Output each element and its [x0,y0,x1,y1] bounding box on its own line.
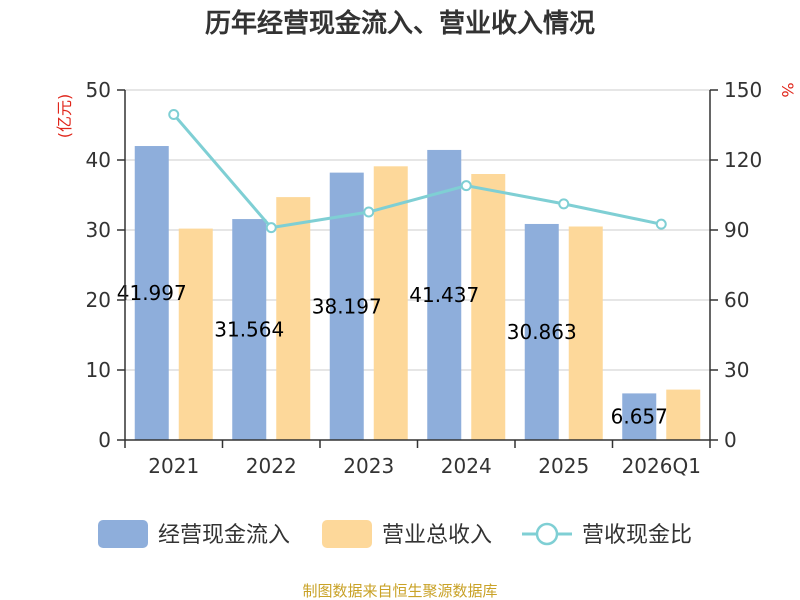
bar-营业总收入-2024 [471,174,506,440]
bar-经营现金流入-2025 [524,223,559,440]
left-tick-label: 50 [86,78,111,102]
left-tick-label: 10 [86,358,111,382]
right-tick-label: 150 [724,78,762,102]
right-tick-label: 30 [724,358,749,382]
x-tick-label: 2023 [343,454,394,478]
right-tick-label: 90 [724,218,749,242]
data-label: 38.197 [312,294,382,318]
point-2025 [558,198,570,210]
data-label: 41.437 [409,283,479,307]
legend-swatch-营业总收入 [322,520,372,548]
bar-营业总收入-2026Q1 [666,389,701,440]
chart-title: 历年经营现金流入、营业收入情况 [205,8,595,39]
point-2024 [460,180,472,192]
bar-营业总收入-2022 [276,197,311,440]
bar-经营现金流入-2022 [232,219,267,440]
data-label: 41.997 [117,281,187,305]
legend-label: 营业总收入 [382,523,492,548]
right-tick-label: 60 [724,288,749,312]
bar-经营现金流入-2024 [427,149,462,441]
left-axis-unit: (亿元) [55,94,74,139]
point-2021 [168,109,180,120]
bars [134,146,701,441]
left-tick-label: 0 [98,428,111,452]
point-2023 [363,206,375,218]
data-label: 30.863 [507,320,577,344]
left-tick-label: 40 [86,148,111,172]
axes: 0 10 20 30 40 50 0 30 60 90 120 150 2021 2022 2023 2024… [86,78,763,478]
line-营收现金比 [172,113,662,230]
right-axis-unit: % [778,82,797,97]
x-tick-label: 2025 [538,454,589,478]
left-tick-label: 20 [86,288,111,312]
bar-经营现金流入-2021 [134,146,169,440]
data-labels: 41.997 31.564 38.197 41.437 30.863 6.657 [117,281,668,429]
bar-营业总收入-2021 [178,228,213,440]
legend-label: 经营现金流入 [158,523,290,548]
line-series [168,109,667,234]
x-tick-label: 2021 [148,454,199,478]
legend-swatch-经营现金流入 [98,520,148,548]
bar-营业总收入-2025 [568,226,603,440]
legend: 经营现金流入 营业总收入 营收现金比 [98,520,692,548]
grid [125,89,710,371]
x-tick-label: 2022 [246,454,297,478]
left-tick-label: 30 [86,218,111,242]
x-tick-label: 2024 [441,454,492,478]
right-tick-label: 0 [724,428,737,452]
right-tick-label: 120 [724,148,762,172]
bar-经营现金流入-2026Q1 [622,393,657,440]
x-tick-label: 2026Q1 [622,454,701,478]
data-label: 31.564 [214,318,284,342]
point-2026Q1 [655,218,667,230]
source-note: 制图数据来自恒生聚源数据库 [302,582,497,600]
legend-label: 营收现金比 [582,523,692,548]
data-label: 6.657 [611,405,668,429]
legend-marker-营收现金比 [535,522,559,546]
point-2022 [265,222,277,234]
bar-营业总收入-2023 [373,166,408,441]
